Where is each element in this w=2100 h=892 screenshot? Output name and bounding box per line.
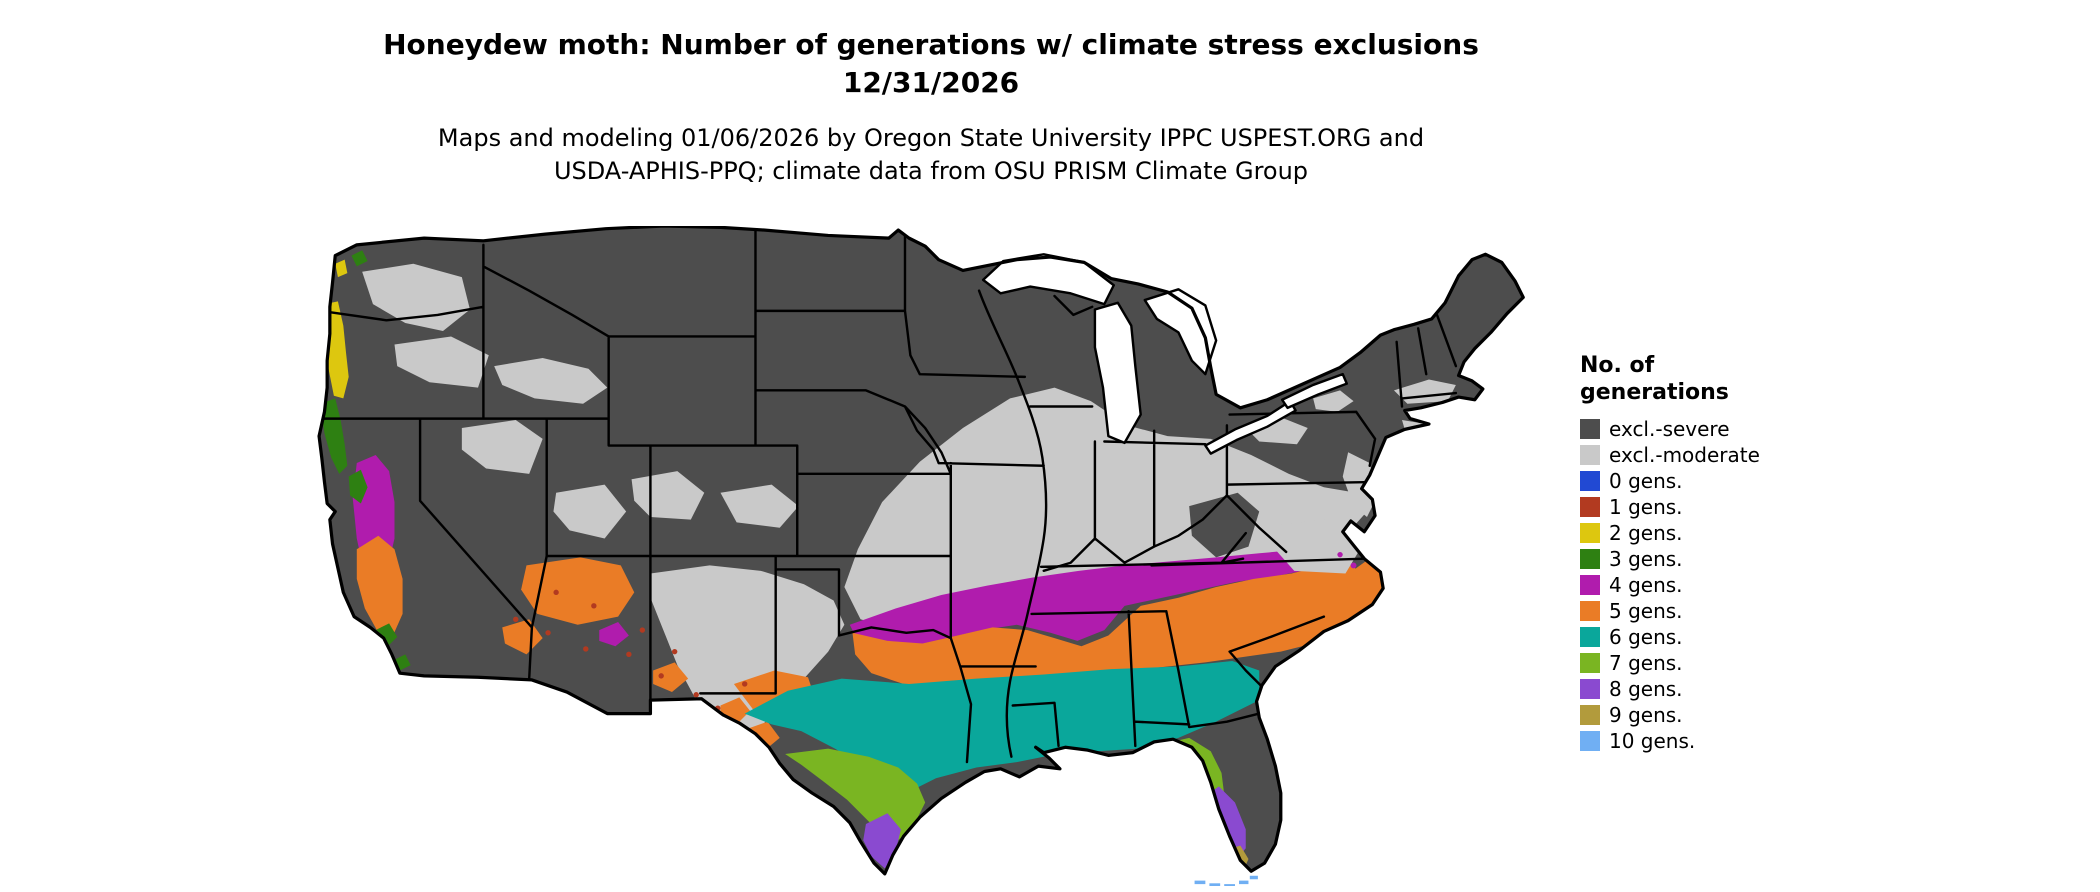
map-outline [317, 224, 1525, 876]
legend-item: 4 gens. [1580, 572, 1880, 598]
legend-swatch [1580, 445, 1600, 465]
legend-swatch [1580, 731, 1600, 751]
legend-item: 6 gens. [1580, 624, 1880, 650]
legend-item-label: excl.-severe [1609, 417, 1730, 441]
legend-swatch [1580, 679, 1600, 699]
legend-item-label: excl.-moderate [1609, 443, 1760, 467]
lake-huron [1143, 288, 1218, 376]
legend-swatch [1580, 575, 1600, 595]
page-title-line1: Honeydew moth: Number of generations w/ … [383, 28, 1479, 61]
map-container [315, 224, 1530, 888]
legend-swatch [1580, 497, 1600, 517]
legend-swatch [1580, 627, 1600, 647]
legend-item-label: 7 gens. [1609, 651, 1683, 675]
lake-erie [1204, 399, 1297, 455]
legend-items: excl.-severe excl.-moderate 0 gens. 1 gens.… [1580, 416, 1880, 754]
legend-swatch [1580, 471, 1600, 491]
legend-item: excl.-severe [1580, 416, 1880, 442]
legend-item: 9 gens. [1580, 702, 1880, 728]
legend-item: 10 gens. [1580, 728, 1880, 754]
great-lakes [981, 253, 1348, 455]
legend-item-label: 2 gens. [1609, 521, 1683, 545]
legend-item-label: 4 gens. [1609, 573, 1683, 597]
legend: No. of generations excl.-severe excl.-mod… [1580, 352, 1880, 754]
legend-item: 0 gens. [1580, 468, 1880, 494]
legend-item: 1 gens. [1580, 494, 1880, 520]
state-borders [321, 227, 1458, 764]
page-title-line2: 12/31/2026 [842, 66, 1020, 99]
legend-item-label: 5 gens. [1609, 599, 1683, 623]
legend-item: excl.-moderate [1580, 442, 1880, 468]
legend-item-label: 10 gens. [1609, 729, 1696, 753]
legend-title-line1: No. of [1580, 353, 1655, 378]
legend-item-label: 8 gens. [1609, 677, 1683, 701]
legend-swatch [1580, 653, 1600, 673]
region-1-gens-speckles [513, 589, 748, 711]
legend-item: 7 gens. [1580, 650, 1880, 676]
legend-item-label: 6 gens. [1609, 625, 1683, 649]
legend-item-label: 9 gens. [1609, 703, 1683, 727]
legend-swatch [1580, 523, 1600, 543]
legend-swatch [1580, 549, 1600, 569]
legend-item: 8 gens. [1580, 676, 1880, 702]
legend-item: 2 gens. [1580, 520, 1880, 546]
legend-item-label: 1 gens. [1609, 495, 1683, 519]
subtitle-line2: USDA-APHIS-PPQ; climate data from OSU PR… [553, 157, 1309, 185]
legend-item-label: 3 gens. [1609, 547, 1683, 571]
legend-item: 5 gens. [1580, 598, 1880, 624]
legend-item: 3 gens. [1580, 546, 1880, 572]
legend-swatch [1580, 419, 1600, 439]
legend-item-label: 0 gens. [1609, 469, 1683, 493]
figure-subtitle: Maps and modeling 01/06/2026 by Oregon S… [0, 122, 1862, 188]
legend-swatch [1580, 601, 1600, 621]
legend-title-line2: generations [1580, 380, 1729, 405]
lake-michigan [1093, 301, 1142, 445]
legend-swatch [1580, 705, 1600, 725]
region-10-gens-keys [1194, 875, 1258, 888]
us-map [317, 224, 1525, 888]
lake-ontario [1280, 372, 1348, 410]
subtitle-line1: Maps and modeling 01/06/2026 by Oregon S… [437, 124, 1425, 152]
legend-title: No. of generations [1580, 352, 1880, 406]
figure-header: Honeydew moth: Number of generations w/ … [0, 26, 1862, 188]
